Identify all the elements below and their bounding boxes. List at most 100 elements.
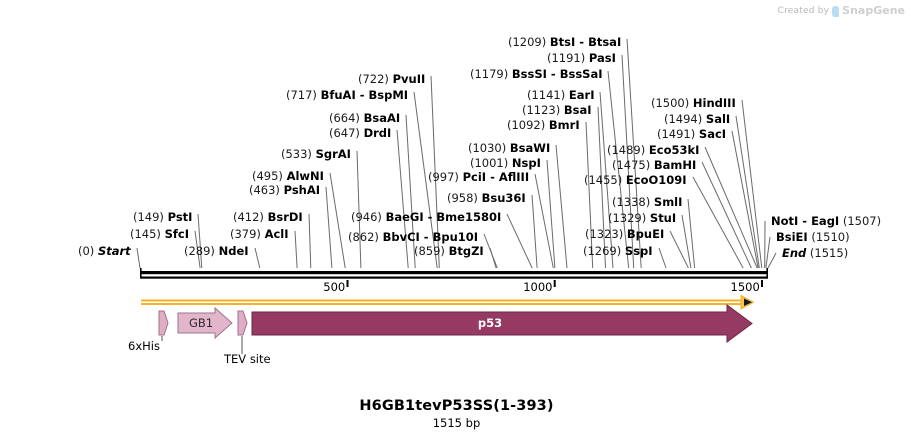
- ruler-label-1000: 1000: [523, 280, 553, 294]
- enzyme-leader-line: [735, 115, 760, 269]
- enzyme-leader-line: [585, 121, 594, 269]
- feature-label-gb1: GB1: [188, 316, 214, 330]
- enzyme-label-end[interactable]: End (1515): [782, 246, 849, 260]
- enzyme-leader-line: [506, 213, 533, 269]
- enzyme-label-sali[interactable]: (1494) SalI: [664, 112, 731, 126]
- enzyme-label-nspi[interactable]: (1001) NspI: [470, 156, 541, 170]
- snapgene-logo-icon: [832, 6, 840, 17]
- enzyme-leader-line: [194, 230, 201, 269]
- enzyme-label-bfuai-bspmi[interactable]: (717) BfuAI - BspMI: [286, 88, 409, 102]
- enzyme-leader-line: [197, 213, 203, 269]
- feature-p53[interactable]: [251, 304, 753, 343]
- enzyme-leader-line: [767, 252, 777, 269]
- enzyme-leader-line: [669, 230, 689, 269]
- enzyme-label-start[interactable]: (0) Start: [78, 244, 131, 258]
- enzyme-leader-line: [731, 130, 759, 269]
- enzyme-label-eari[interactable]: (1141) EarI: [527, 88, 595, 102]
- enzyme-label-noti-eagi[interactable]: NotI - EagI (1507): [771, 214, 882, 228]
- enzyme-label-hindiii[interactable]: (1500) HindIII: [651, 96, 736, 110]
- enzyme-label-btsi-btsai[interactable]: (1209) BtsI - BtsaI: [508, 35, 622, 49]
- enzyme-leader-line: [658, 247, 667, 269]
- enzyme-leader-line: [329, 172, 346, 269]
- orf-arrow[interactable]: [141, 294, 755, 310]
- enzyme-label-bbvci-bpu10i[interactable]: (862) BbvCI - Bpu10I: [348, 230, 479, 244]
- enzyme-label-bsrdi[interactable]: (412) BsrDI: [233, 210, 303, 224]
- enzyme-label-sgrai[interactable]: (533) SgrAI: [281, 147, 351, 161]
- feature-label-p53: p53: [477, 316, 503, 330]
- enzyme-label-bsiei[interactable]: BsiEI (1510): [776, 230, 850, 244]
- enzyme-label-bmri[interactable]: (1092) BmrI: [507, 118, 580, 132]
- enzyme-leader-line: [413, 91, 438, 269]
- enzyme-label-pasi[interactable]: (1191) PasI: [547, 51, 616, 65]
- ruler-tick: [553, 280, 556, 287]
- feature-6xhis[interactable]: [158, 310, 169, 336]
- enzyme-leader-line: [546, 159, 556, 269]
- construct-name: H6GB1tevP53SS(1-393): [359, 398, 554, 414]
- enzyme-leader-line: [626, 38, 642, 269]
- feature-label-6xhis: 6xHis: [128, 339, 160, 353]
- snapgene-credit: Created by SnapGene: [778, 4, 905, 17]
- enzyme-label-bsssi-bsssai[interactable]: (1179) BssSI - BssSaI: [470, 67, 603, 81]
- enzyme-label-psti[interactable]: (149) PstI: [133, 210, 193, 224]
- enzyme-leader-line: [483, 233, 498, 269]
- enzyme-leader-line: [765, 236, 771, 269]
- enzyme-leader-line: [741, 99, 763, 269]
- feature-tev-site[interactable]: [237, 310, 248, 336]
- enzyme-label-pvuii[interactable]: (722) PvuII: [358, 72, 426, 86]
- enzyme-leader-line: [607, 70, 630, 269]
- enzyme-label-ndei[interactable]: (289) NdeI: [184, 244, 249, 258]
- enzyme-leader-line: [294, 230, 298, 269]
- enzyme-label-bsaai[interactable]: (664) BsaAI: [329, 111, 401, 125]
- enzyme-label-acli[interactable]: (379) AclI: [230, 227, 289, 241]
- enzyme-leader-line: [356, 150, 362, 269]
- enzyme-label-drdi[interactable]: (647) DrdI: [329, 126, 392, 140]
- ruler-label-1500: 1500: [730, 280, 760, 294]
- ruler-tick: [346, 280, 349, 287]
- enzyme-label-bamhi[interactable]: (1475) BamHI: [612, 158, 697, 172]
- enzyme-leader-line: [681, 214, 692, 269]
- enzyme-leader-line: [701, 161, 752, 269]
- feature-callouts: [161, 336, 243, 354]
- enzyme-label-baegi-bme1580i[interactable]: (946) BaeGI - Bme1580I: [351, 210, 502, 224]
- enzyme-leader-line: [531, 194, 538, 269]
- ruler-label-500: 500: [323, 280, 346, 294]
- enzyme-label-sspi[interactable]: (1269) SspI: [583, 244, 653, 258]
- enzyme-leader-line: [254, 247, 261, 269]
- enzyme-leader-line: [704, 146, 758, 269]
- enzyme-label-sfci[interactable]: (145) SfcI: [130, 227, 189, 241]
- enzyme-label-pcii-afliii[interactable]: (997) PciI - AflIII: [428, 170, 530, 184]
- construct-length: 1515 bp: [432, 416, 481, 430]
- enzyme-leader-line: [430, 75, 440, 269]
- enzyme-label-stui[interactable]: (1329) StuI: [608, 211, 677, 225]
- enzyme-label-bsu36i[interactable]: (958) Bsu36I: [447, 191, 526, 205]
- enzyme-label-bsai[interactable]: (1123) BsaI: [522, 103, 592, 117]
- enzyme-label-saci[interactable]: (1491) SacI: [657, 127, 727, 141]
- enzyme-label-bpuei[interactable]: (1323) BpuEI: [585, 227, 665, 241]
- enzyme-leader-line: [308, 213, 312, 269]
- ruler-tick: [761, 280, 763, 287]
- enzyme-leader-line: [534, 173, 554, 269]
- enzyme-label-alwni[interactable]: (495) AlwNI: [252, 169, 324, 183]
- credit-prefix: Created by: [777, 5, 830, 16]
- ruler-tick-marks: [346, 280, 763, 287]
- feature-gb1[interactable]: [177, 306, 233, 340]
- sequence-ruler: [140, 268, 768, 279]
- enzyme-label-eco53ki[interactable]: (1489) Eco53kI: [607, 143, 700, 157]
- credit-brand: SnapGene: [842, 4, 905, 17]
- enzyme-label-btgzi[interactable]: (859) BtgZI: [414, 244, 484, 258]
- enzyme-leader-line: [555, 144, 568, 269]
- enzyme-label-ecoo109i[interactable]: (1455) EcoO109I: [584, 173, 687, 187]
- enzyme-label-pshai[interactable]: (463) PshAI: [249, 183, 321, 197]
- enzyme-label-smli[interactable]: (1338) SmlI: [612, 195, 683, 209]
- enzyme-leader-line: [597, 106, 606, 269]
- enzyme-leader-lines: [136, 38, 777, 269]
- feature-label-tev-site: TEV site: [224, 352, 271, 366]
- enzyme-leader-line: [692, 176, 744, 269]
- enzyme-label-bsawi[interactable]: (1030) BsaWI: [468, 141, 551, 155]
- enzyme-leader-line: [325, 186, 333, 269]
- enzyme-leader-line: [396, 129, 409, 269]
- enzyme-leader-line: [687, 198, 696, 269]
- enzyme-leader-line: [136, 247, 141, 269]
- enzyme-leader-line: [621, 54, 635, 269]
